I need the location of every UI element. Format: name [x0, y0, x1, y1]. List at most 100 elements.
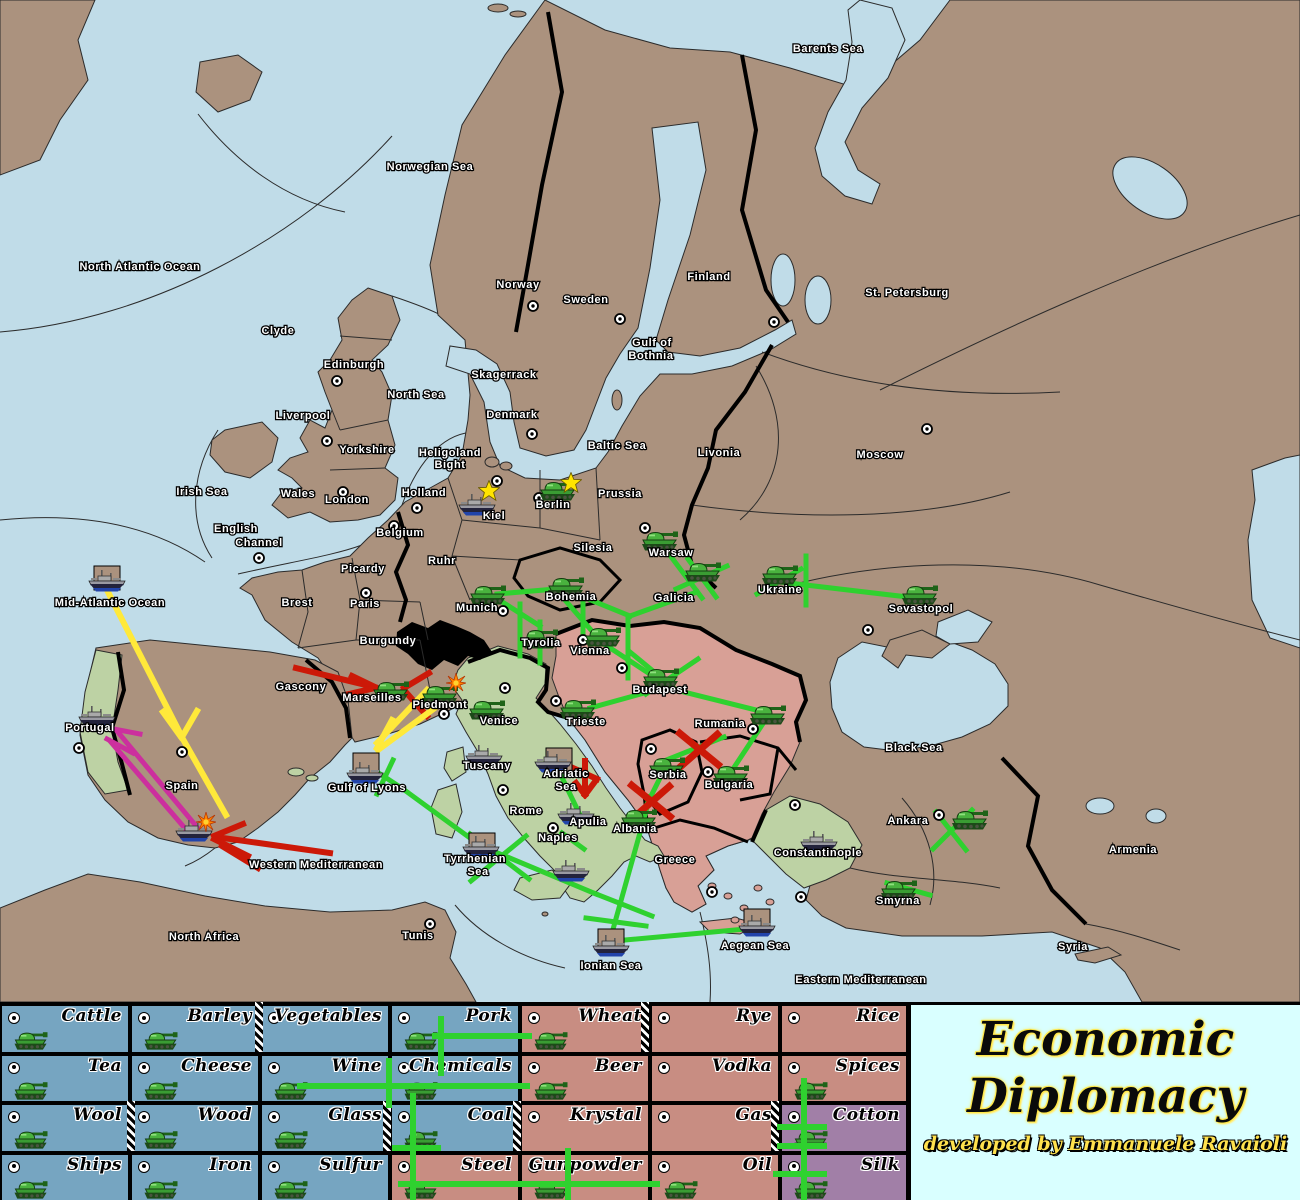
commodity-cell-glass[interactable]: Glass	[260, 1103, 390, 1153]
cell-marker-icon[interactable]	[788, 1012, 800, 1024]
commodity-cell-rye[interactable]: Rye	[650, 1004, 780, 1054]
commodity-cell-krystal[interactable]: Krystal	[520, 1103, 650, 1153]
map-label: Trieste	[566, 716, 606, 728]
map-label: Ukraine	[758, 584, 803, 596]
supply-center-icon	[497, 784, 509, 796]
cell-marker-icon[interactable]	[398, 1111, 410, 1123]
commodity-cell-wood[interactable]: Wood	[130, 1103, 260, 1153]
commodity-cell-pork[interactable]: Pork	[390, 1004, 520, 1054]
supply-center-icon	[639, 522, 651, 534]
commodity-label: Oil	[742, 1154, 772, 1175]
commodity-label: Coal	[467, 1105, 512, 1125]
landmasses	[0, 0, 1300, 1003]
map-label: Greece	[655, 854, 696, 866]
cell-marker-icon[interactable]	[268, 1012, 280, 1024]
rail-mark-vertical	[801, 1078, 807, 1200]
commodity-cell-spices[interactable]: Spices	[780, 1053, 908, 1103]
cell-marker-icon[interactable]	[398, 1160, 410, 1173]
cell-marker-icon[interactable]	[138, 1061, 150, 1074]
supply-center-icon	[499, 682, 511, 694]
map-label: Sevastopol	[889, 603, 954, 615]
commodity-cell-gas[interactable]: Gas	[650, 1103, 780, 1153]
cell-marker-icon[interactable]	[528, 1012, 540, 1024]
cell-marker-icon[interactable]	[528, 1061, 540, 1074]
commodity-cell-rice[interactable]: Rice	[780, 1004, 908, 1054]
rail-mark-horizontal	[777, 1143, 827, 1149]
caspian-sea	[1247, 454, 1300, 649]
commodity-label: Wine	[331, 1055, 382, 1076]
cell-marker-icon[interactable]	[398, 1061, 410, 1074]
cell-marker-icon[interactable]	[528, 1111, 540, 1123]
cell-marker-icon[interactable]	[268, 1061, 280, 1074]
commodity-cell-tea[interactable]: Tea	[0, 1053, 130, 1103]
commodity-cell-beer[interactable]: Beer	[520, 1053, 650, 1103]
move-arrow-yellow	[158, 707, 186, 742]
supply-center-icon	[176, 746, 188, 758]
cell-marker-icon[interactable]	[398, 1012, 410, 1024]
supply-center-icon	[411, 502, 423, 514]
map-label: Serbia	[649, 769, 687, 781]
supply-center-icon	[614, 313, 626, 325]
cell-marker-icon[interactable]	[788, 1111, 800, 1123]
map-label: Gascony	[276, 681, 327, 693]
commodity-cell-oil[interactable]: Oil	[650, 1152, 780, 1200]
cell-marker-icon[interactable]	[658, 1061, 670, 1074]
cell-marker-icon[interactable]	[8, 1012, 20, 1024]
commodity-cell-gunpowder[interactable]: Gunpowder	[520, 1152, 650, 1200]
europe-map[interactable]: North Atlantic Ocean Norwegian Sea Barents…	[0, 0, 1300, 1003]
cell-marker-icon[interactable]	[138, 1111, 150, 1123]
commodity-cell-vodka[interactable]: Vodka	[650, 1053, 780, 1103]
commodity-cell-cattle[interactable]: Cattle	[0, 1004, 130, 1054]
commodity-cell-vegetables[interactable]: Vegetables	[260, 1004, 390, 1054]
supply-center-icon	[921, 423, 933, 435]
cell-marker-icon[interactable]	[658, 1160, 670, 1173]
cell-marker-icon[interactable]	[268, 1160, 280, 1173]
map-canvas[interactable]: North Atlantic Ocean Norwegian Sea Barents…	[0, 0, 1300, 1003]
tank-icon	[144, 1031, 178, 1051]
commodity-cell-barley[interactable]: Barley	[130, 1004, 260, 1054]
supply-center-icon	[747, 723, 759, 735]
map-label: Belgium	[376, 527, 424, 539]
rail-order-line	[494, 586, 559, 597]
commodity-label: Krystal	[569, 1105, 642, 1125]
cell-marker-icon[interactable]	[788, 1061, 800, 1074]
commodity-cell-cheese[interactable]: Cheese	[130, 1053, 260, 1103]
rail-order-line	[399, 785, 485, 850]
commodity-cell-ships[interactable]: Ships	[0, 1152, 130, 1200]
cell-marker-icon[interactable]	[528, 1160, 540, 1173]
cell-marker-icon[interactable]	[8, 1160, 20, 1173]
cell-marker-icon[interactable]	[8, 1111, 20, 1123]
land-ireland	[209, 421, 279, 479]
attack-arrow-red	[210, 820, 247, 840]
supply-center-icon	[616, 662, 628, 674]
cell-marker-icon[interactable]	[8, 1061, 20, 1074]
rail-order-line	[558, 829, 588, 853]
map-label: Liverpool	[276, 410, 331, 422]
map-label: Skagerrack	[471, 369, 537, 381]
inland-seas	[445, 0, 1300, 853]
map-label: Norway	[496, 279, 540, 291]
commodity-cell-wine[interactable]: Wine	[260, 1053, 390, 1103]
commodity-cell-iron[interactable]: Iron	[130, 1152, 260, 1200]
map-label: North Sea	[387, 389, 445, 401]
rail-mark-horizontal	[777, 1124, 827, 1130]
commodity-label: Pork	[465, 1006, 512, 1026]
map-label: Baltic Sea	[588, 440, 647, 452]
commodity-label: Sulfur	[319, 1154, 382, 1175]
cell-marker-icon[interactable]	[658, 1111, 670, 1123]
rail-order-line	[672, 686, 772, 717]
commodity-cell-wheat[interactable]: Wheat	[520, 1004, 650, 1054]
supply-center-icon	[795, 891, 807, 903]
cell-marker-icon[interactable]	[138, 1160, 150, 1173]
cell-marker-icon[interactable]	[268, 1111, 280, 1123]
commodity-label: Gunpowder	[528, 1154, 642, 1175]
move-arrow-magenta	[106, 737, 193, 837]
cell-marker-icon[interactable]	[138, 1012, 150, 1024]
tank-icon	[664, 1180, 698, 1199]
cell-marker-icon[interactable]	[658, 1012, 670, 1024]
commodity-cell-sulfur[interactable]: Sulfur	[260, 1152, 390, 1200]
move-arrow-magenta	[111, 726, 143, 737]
commodity-cell-wool[interactable]: Wool	[0, 1103, 130, 1153]
rail-mark-horizontal	[773, 1171, 827, 1177]
attack-arrow-red	[569, 764, 601, 783]
